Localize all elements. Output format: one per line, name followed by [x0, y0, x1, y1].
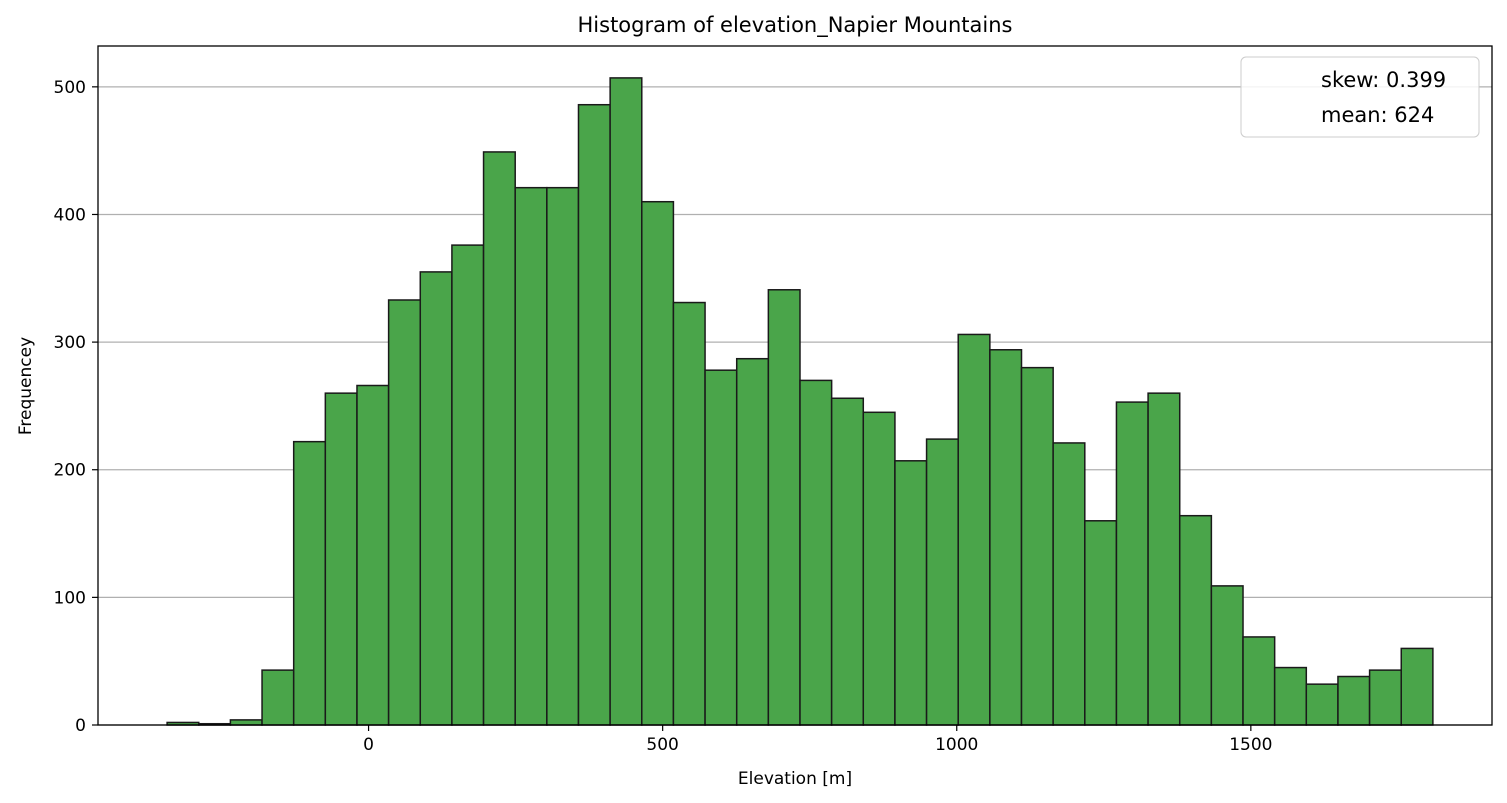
legend-entry-mean: mean: 624	[1321, 103, 1434, 127]
histogram-bar	[546, 186, 580, 726]
legend-entry-skew: skew: 0.399	[1321, 68, 1446, 92]
legend-box	[1240, 56, 1480, 138]
histogram-bar	[419, 271, 453, 726]
legend: skew: 0.399 mean: 624	[1240, 56, 1480, 138]
y-axis-label: Frequencey	[16, 337, 36, 435]
histogram-bar	[292, 440, 327, 726]
histogram-bar	[862, 411, 896, 726]
histogram-bar	[830, 397, 865, 726]
chart-title: Histogram of elevation_Napier Mountains	[578, 13, 1013, 38]
histogram-bar	[1337, 675, 1371, 726]
histogram-bar	[957, 333, 991, 726]
y-tick-label: 400	[54, 205, 86, 225]
y-tick-label: 200	[54, 461, 86, 481]
histogram-bar	[1084, 520, 1118, 726]
histogram-bar	[989, 349, 1023, 726]
axes	[97, 45, 1493, 726]
histogram-bar	[1178, 514, 1213, 726]
histogram-bar	[1400, 647, 1434, 726]
histogram-bar	[482, 151, 516, 726]
histogram-bar	[1147, 392, 1181, 726]
x-axis-label: Elevation [m]	[738, 769, 852, 789]
histogram-bar	[387, 299, 422, 726]
histogram-bar	[767, 289, 801, 726]
histogram-bar	[229, 719, 263, 726]
histogram-bar	[1305, 683, 1339, 726]
histogram-bar	[894, 460, 928, 726]
x-tick-label: 0	[363, 735, 374, 755]
plot-frame	[97, 45, 1493, 726]
y-axis-ticks: 0 100 200 300 400 500	[54, 78, 98, 736]
histogram-bar	[672, 301, 706, 726]
histogram-bar	[514, 186, 548, 726]
histogram-bar	[925, 438, 959, 726]
y-tick-label: 100	[54, 588, 86, 608]
histogram-bar	[324, 392, 358, 726]
histogram-bar	[451, 244, 485, 726]
histogram-bar	[1242, 636, 1276, 726]
histogram-bar	[1210, 585, 1244, 726]
histogram-bar	[261, 669, 295, 726]
histogram-bar	[356, 384, 390, 726]
histogram-bar	[1052, 442, 1086, 726]
histogram-bar	[704, 369, 738, 726]
histogram-bar	[735, 357, 770, 726]
x-tick-label: 1500	[1229, 735, 1272, 755]
y-tick-label: 300	[54, 333, 86, 353]
histogram-bar	[1115, 401, 1149, 726]
histogram-bars	[166, 77, 1434, 726]
histogram-bar	[799, 379, 833, 726]
histogram-bar	[1273, 666, 1308, 726]
histogram-bar	[577, 103, 611, 726]
x-axis-ticks: 0 500 1000 1500	[363, 725, 1272, 755]
y-tick-label: 500	[54, 78, 86, 98]
histogram-bar	[1020, 366, 1054, 726]
histogram-bar	[1368, 669, 1402, 726]
y-tick-label: 0	[75, 716, 86, 736]
x-tick-label: 500	[646, 735, 678, 755]
histogram-bar	[609, 77, 643, 726]
x-tick-label: 1000	[935, 735, 978, 755]
histogram-bar	[641, 200, 675, 726]
